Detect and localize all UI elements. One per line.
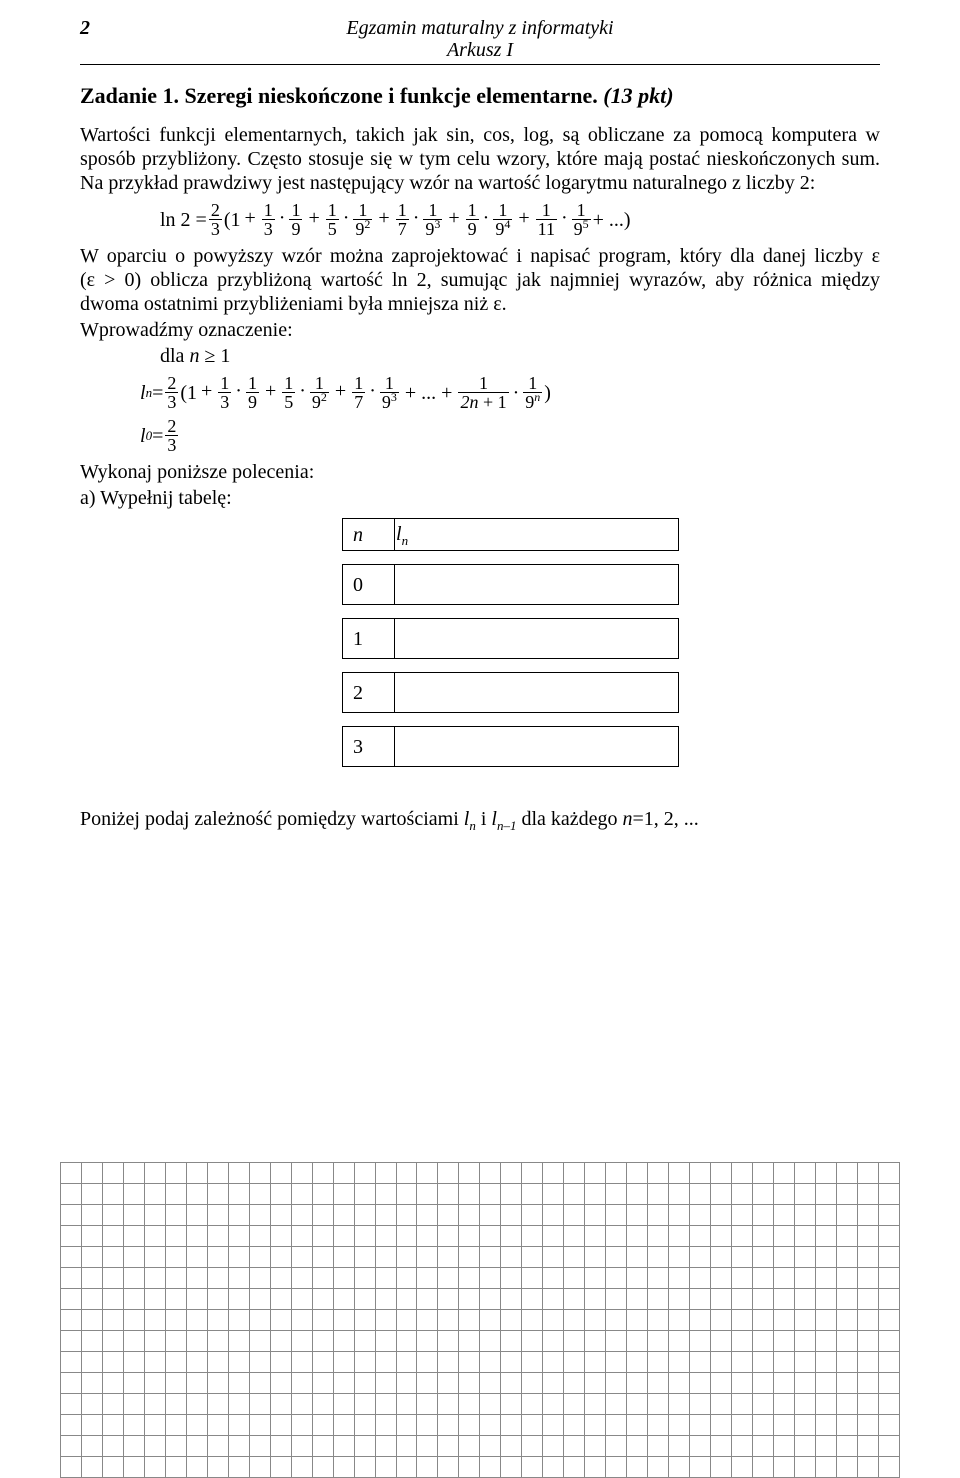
page-number: 2 [80,16,110,40]
a-label: a) Wypełnij tabelę: [80,486,880,510]
header-row: 2 Egzamin maturalny z informatyki [80,16,880,40]
header-subtitle: Arkusz I [80,38,880,62]
paragraph-2: W oparciu o powyższy wzór można zaprojek… [80,244,880,316]
coef-frac: 2 3 [209,201,222,238]
formula-ln: ln = 2 3 (1 +13·19+15·192+17·193 + ... +… [80,374,880,411]
table-row: 0 [343,565,679,605]
commands-line: Wykonaj poniższe polecenia: [80,460,880,484]
formula-lhs: ln 2 = [160,208,207,232]
answer-table: n ln 0 1 2 3 [342,518,679,767]
table-header-ln: ln [395,519,679,551]
table-header-n: n [343,519,395,551]
formula-ln2: ln 2 = 2 3 (1 +13·19+15·192+17·193+19·19… [80,201,880,238]
task-title-text: Zadanie 1. Szeregi nieskończone i funkcj… [80,83,598,108]
table-row: 1 [343,619,679,659]
formula-l0: l0 = 2 3 [80,417,880,454]
table-row: 2 [343,673,679,713]
intro-notation: Wprowadźmy oznaczenie: [80,318,880,342]
formula-tail: + ...) [593,208,631,232]
for-n-line: dla n ≥ 1 [80,344,880,368]
table-row: 3 [343,727,679,767]
header-rule [80,64,880,65]
answer-grid [60,1162,900,1478]
header-title: Egzamin maturalny z informatyki [110,16,850,40]
paragraph-1: Wartości funkcji elementarnych, takich j… [80,123,880,195]
task-points: (13 pkt) [603,83,673,108]
footer-relation-line: Poniżej podaj zależność pomiędzy wartośc… [80,807,880,834]
task-title: Zadanie 1. Szeregi nieskończone i funkcj… [80,83,880,109]
